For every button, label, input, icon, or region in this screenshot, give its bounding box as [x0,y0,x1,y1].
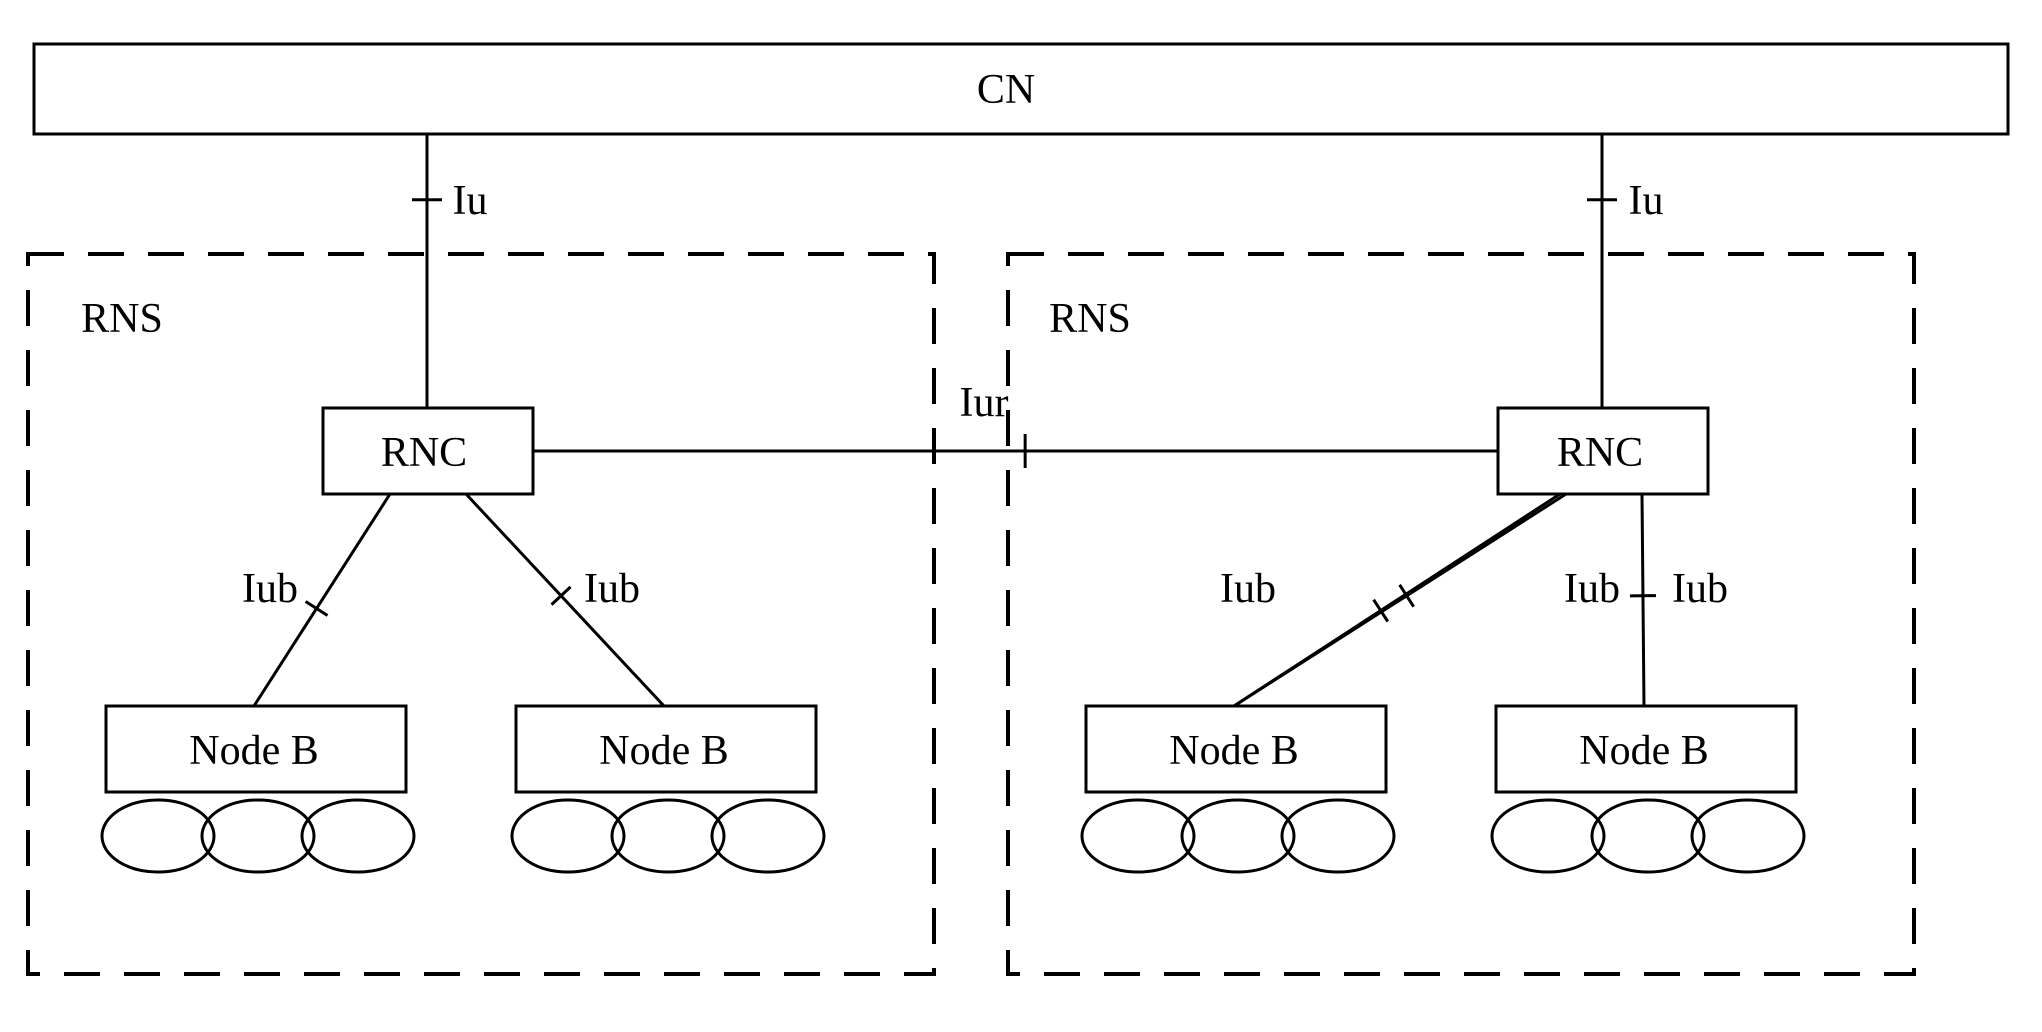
edge-label: Iu [1629,178,1664,224]
cell-ellipse [1082,800,1194,872]
nodeb-label: Node B [189,728,319,774]
edge-label: Iur [960,380,1009,426]
edge-line [1642,494,1644,706]
cell-ellipse [302,800,414,872]
cell-ellipse [1692,800,1804,872]
cell-ellipse [1182,800,1294,872]
cell-ellipse [1492,800,1604,872]
nodeb-label: Node B [1579,728,1709,774]
edge-label: Iub [1564,566,1620,612]
cell-ellipse [1282,800,1394,872]
cell-ellipse [202,800,314,872]
cn-label: CN [977,67,1035,113]
nodeb-label: Node B [1169,728,1299,774]
edge-label: Iu [453,178,488,224]
edge-label: Iub [584,566,640,612]
cell-ellipse [102,800,214,872]
rns-label: RNS [81,296,163,342]
cell-ellipse [512,800,624,872]
edge-label: Iub [1220,566,1276,612]
cell-ellipse [612,800,724,872]
nodeb-label: Node B [599,728,729,774]
edge-label: Iub [242,566,298,612]
cell-ellipse [712,800,824,872]
rnc-label: RNC [381,430,467,476]
edge-line [1234,494,1566,706]
interface-tick [306,601,328,615]
cell-ellipse [1592,800,1704,872]
edge-label: Iub [1672,566,1728,612]
rns-label: RNS [1049,296,1131,342]
rnc-label: RNC [1557,430,1643,476]
